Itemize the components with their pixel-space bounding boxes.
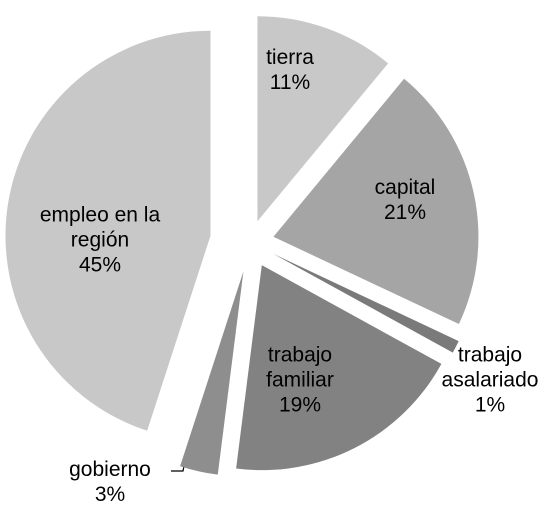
category-label: gobierno [69,458,151,481]
value-label: 3% [94,483,126,506]
pie-slice [180,271,244,475]
slice-label: capital 21% [360,175,450,225]
category-label: capital [374,176,436,199]
value-label: 1% [474,393,506,417]
value-label: 45% [78,253,122,277]
slice-label: trabajo familiar 19% [240,343,360,418]
slice-label: trabajo asalariado 1% [420,343,552,418]
pie-slice [273,78,479,325]
value-label: 21% [383,201,427,224]
value-label: 19% [278,393,322,417]
pie-slice [5,30,211,431]
category-label: tierra [266,46,314,69]
pie-slice [236,265,442,471]
pie-slice [257,16,389,222]
slice-label: empleo en la región 45% [10,203,190,278]
slice-label: gobierno 3% [50,457,170,507]
value-label: 11% [269,71,311,94]
slice-label: tierra 11% [245,45,335,95]
pie-slice [273,253,459,353]
category-label: empleo en la región [39,203,161,252]
category-label: trabajo familiar [266,343,334,392]
category-label: trabajo asalariado [441,343,539,392]
